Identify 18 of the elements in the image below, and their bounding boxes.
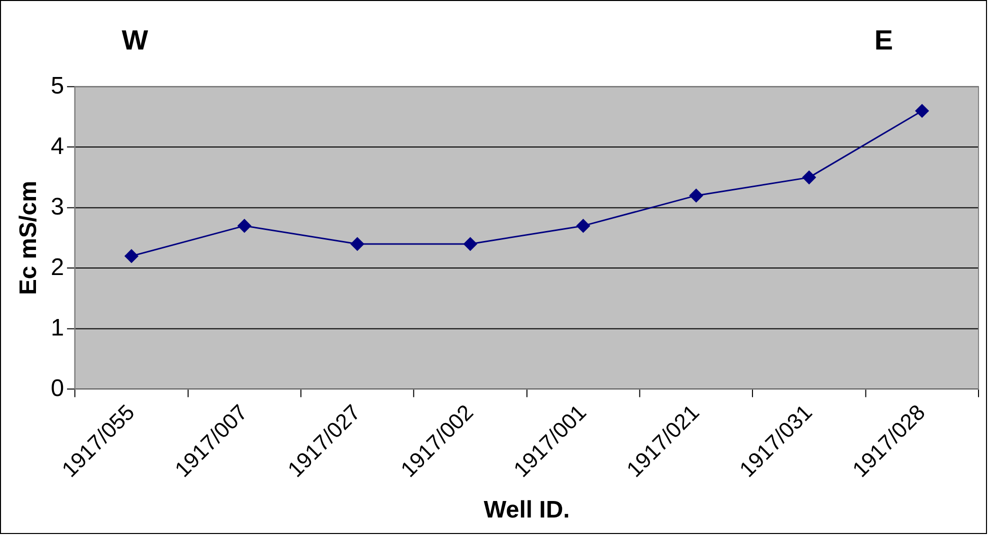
point bbox=[238, 219, 252, 233]
y-tick-label: 0 bbox=[50, 374, 64, 402]
point bbox=[802, 170, 816, 184]
y-tick-label: 5 bbox=[50, 72, 64, 100]
point bbox=[124, 249, 138, 263]
point bbox=[576, 219, 590, 233]
y-tick-label: 2 bbox=[50, 254, 64, 281]
x-axis-title: Well ID. bbox=[484, 496, 570, 524]
y-tick-label: 1 bbox=[50, 314, 64, 342]
text: W bbox=[122, 24, 149, 56]
y-tick-label: 3 bbox=[50, 193, 64, 220]
y-tick-label: 4 bbox=[50, 132, 64, 160]
point bbox=[689, 188, 703, 202]
point bbox=[464, 237, 478, 251]
point bbox=[915, 104, 929, 118]
y-axis-title: Ec mS/cm bbox=[14, 180, 42, 296]
point bbox=[350, 237, 364, 251]
text: E bbox=[874, 24, 894, 56]
